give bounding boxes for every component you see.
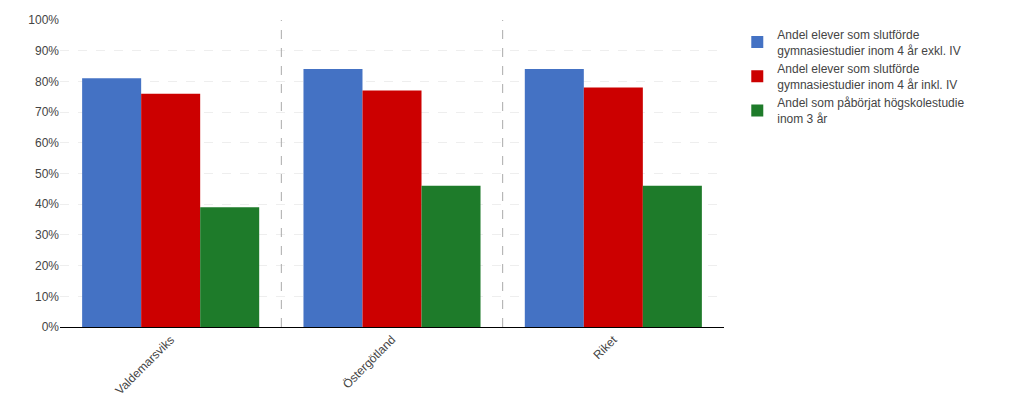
svg-text:100%: 100% xyxy=(28,13,59,27)
svg-text:20%: 20% xyxy=(35,259,59,273)
svg-text:80%: 80% xyxy=(35,75,59,89)
svg-text:Andel som påbörjat högskolestu: Andel som påbörjat högskolestudieinom 3 … xyxy=(777,96,964,126)
svg-text:Riket: Riket xyxy=(590,332,620,362)
svg-text:0%: 0% xyxy=(42,320,60,334)
svg-text:90%: 90% xyxy=(35,44,59,58)
svg-text:70%: 70% xyxy=(35,105,59,119)
svg-text:30%: 30% xyxy=(35,228,59,242)
svg-text:Östergötland: Östergötland xyxy=(340,333,398,391)
svg-text:50%: 50% xyxy=(35,167,59,181)
svg-text:Andel elever som slutfördegymn: Andel elever som slutfördegymnasiestudie… xyxy=(777,28,960,58)
svg-text:40%: 40% xyxy=(35,197,59,211)
svg-text:60%: 60% xyxy=(35,136,59,150)
svg-text:10%: 10% xyxy=(35,290,59,304)
svg-text:Valdemarsviks: Valdemarsviks xyxy=(113,333,177,397)
svg-text:Andel elever som slutfördegymn: Andel elever som slutfördegymnasiestudie… xyxy=(777,62,957,92)
